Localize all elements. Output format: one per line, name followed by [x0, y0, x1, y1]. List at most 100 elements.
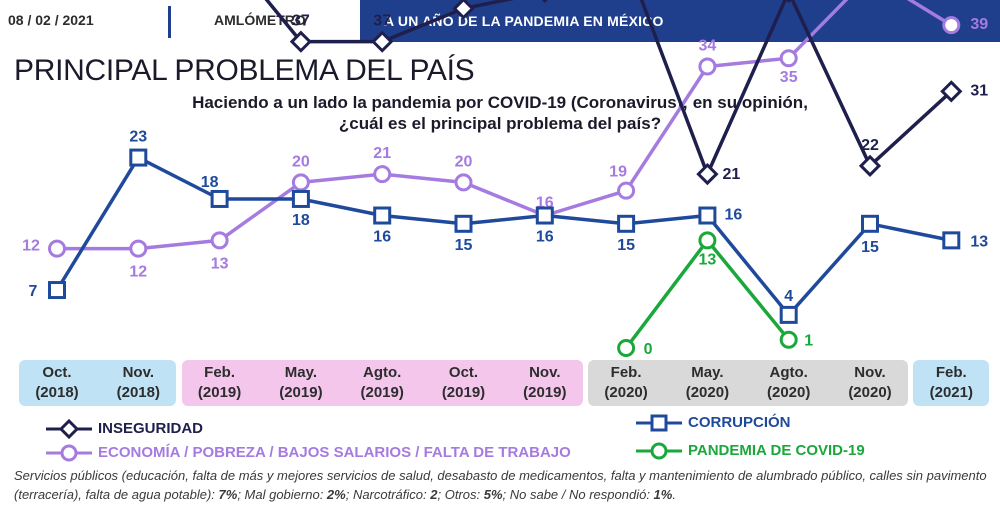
point-inseguridad-6: [541, 0, 548, 4]
legend-marker-covid: [650, 442, 668, 460]
period-box-3: [913, 360, 990, 406]
tick-label-6: Nov. (2019): [505, 363, 585, 403]
data-label-economia-2: 13: [211, 255, 229, 272]
data-label-corrupcion-7: 15: [617, 237, 635, 254]
data-label-corrupcion-6: 16: [536, 229, 554, 246]
tick-label-8: May. (2020): [667, 363, 747, 403]
data-label-economia-9: 35: [780, 69, 798, 86]
footnote-value-narcotrafico: 2: [430, 487, 438, 502]
legend-label-economia: ECONOMÍA / POBREZA / BAJOS SALARIOS / FA…: [98, 444, 571, 461]
tick-label-0: Oct. (2018): [17, 363, 97, 403]
data-label-covid-8: 13: [699, 251, 717, 268]
tick-label-5: Oct. (2019): [424, 363, 504, 403]
point-corrupcion-10: [861, 214, 879, 233]
footnote-text-2: ; Mal gobierno:: [237, 487, 327, 502]
tick-label-5-line-1: (2019): [441, 384, 486, 401]
point-corrupcion-7: [617, 214, 636, 233]
tick-label-6-line-1: (2019): [523, 384, 567, 401]
tick-label-1-line-1: (2018): [116, 384, 160, 401]
data-label-economia-5: 20: [455, 153, 473, 170]
data-label-inseguridad-11: 31: [970, 82, 988, 99]
survey-question: Haciendo a un lado la pandemia por COVID…: [120, 92, 880, 134]
legend-label-inseguridad: INSEGURIDAD: [98, 420, 204, 437]
point-economia-11: [942, 16, 961, 35]
data-label-economia-0: 12: [22, 238, 40, 255]
legend-marker-inseguridad: [58, 419, 80, 439]
point-corrupcion-1: [129, 148, 148, 167]
point-inseguridad-11: [940, 80, 963, 103]
data-label-economia-8: 34: [699, 37, 717, 54]
footnote-text-3: ; Narcotráfico:: [345, 487, 431, 502]
data-label-inseguridad-3: 37: [292, 13, 310, 30]
point-inseguridad-4: [371, 30, 394, 53]
tick-label-7-line-0: Feb.: [610, 364, 642, 381]
tick-label-3-line-0: May.: [284, 364, 317, 381]
footnote-text-4: ; Otros:: [437, 487, 484, 502]
tick-label-2-line-1: (2019): [197, 384, 242, 401]
point-inseguridad-5: [452, 0, 475, 20]
section-title: A UN AÑO DE LA PANDEMIA EN MÉXICO: [384, 13, 664, 29]
tick-label-7-line-1: (2020): [604, 384, 648, 401]
tick-label-10-line-1: (2020): [848, 384, 892, 401]
period-box-0: [19, 360, 177, 406]
footnote-text-5: ; No sabe / No respondió:: [502, 487, 654, 502]
point-economia-5: [454, 173, 473, 192]
tick-label-6-line-0: Nov.: [529, 364, 561, 381]
point-economia-4: [373, 165, 392, 184]
series-line-economia: [57, 0, 953, 251]
tick-label-4: Agto. (2019): [342, 363, 422, 403]
data-label-corrupcion-10: 15: [861, 239, 879, 256]
point-corrupcion-9: [779, 305, 798, 324]
point-economia-8: [698, 57, 717, 76]
tick-label-1-line-0: Nov.: [122, 364, 154, 381]
tick-label-10: Nov. (2020): [830, 363, 910, 403]
point-economia-7: [617, 181, 636, 200]
data-label-corrupcion-3: 18: [292, 212, 310, 229]
tick-label-11-line-0: Feb.: [935, 364, 967, 381]
data-label-economia-11: 39: [970, 16, 988, 33]
header-divider: [168, 6, 171, 38]
tick-label-11: Feb. (2021): [911, 363, 991, 403]
footnote-value-otros: 5%: [483, 487, 503, 502]
footnote-value-servicios: 7%: [218, 487, 238, 502]
data-label-corrupcion-2: 18: [201, 174, 219, 191]
tick-label-9-line-0: Agto.: [769, 364, 808, 381]
series-line-inseguridad: [264, 0, 953, 176]
data-label-corrupcion-11: 13: [970, 233, 988, 250]
point-economia-3: [291, 173, 310, 192]
tick-label-2-line-0: Feb.: [204, 364, 236, 381]
legend-label-corrupcion: CORRUPCIÓN: [688, 414, 791, 431]
point-inseguridad-9: [785, 0, 792, 4]
data-label-corrupcion-8: 16: [725, 207, 743, 224]
tick-label-4-line-0: Agto.: [363, 364, 402, 381]
legend-label-covid: PANDEMIA DE COVID-19: [688, 442, 865, 459]
point-corrupcion-8: [698, 206, 717, 225]
point-corrupcion-2: [210, 189, 229, 208]
point-corrupcion-6: [535, 206, 554, 225]
point-corrupcion-5: [454, 214, 473, 233]
point-corrupcion-0: [48, 281, 66, 300]
point-covid-9: [779, 330, 798, 349]
report-date: 08 / 02 / 2021: [8, 12, 94, 28]
point-corrupcion-11: [942, 231, 961, 250]
tick-label-9-line-1: (2020): [767, 384, 811, 401]
period-box-1: [181, 360, 583, 406]
footnote-value-no-sabe: 1%: [653, 487, 673, 502]
tick-label-5-line-0: Oct.: [448, 364, 479, 381]
series-line-corrupcion: [55, 155, 952, 317]
point-corrupcion-4: [373, 206, 392, 225]
data-label-covid-7: 0: [644, 341, 653, 358]
tick-label-4-line-1: (2019): [360, 384, 404, 401]
data-label-economia-3: 20: [292, 153, 310, 170]
period-box-2: [588, 360, 908, 406]
tick-label-3: May. (2019): [261, 363, 341, 403]
point-inseguridad-3: [289, 30, 313, 53]
footnote-text-1: Servicios públicos (educación, falta de …: [14, 468, 987, 502]
point-inseguridad-10: [858, 154, 882, 177]
point-economia-1: [129, 239, 148, 258]
data-label-corrupcion-0: 7: [29, 283, 38, 300]
tick-label-0-line-1: (2018): [35, 384, 79, 401]
point-economia-2: [210, 231, 229, 250]
question-line-2: ¿cuál es el principal problema del país?: [338, 114, 662, 133]
